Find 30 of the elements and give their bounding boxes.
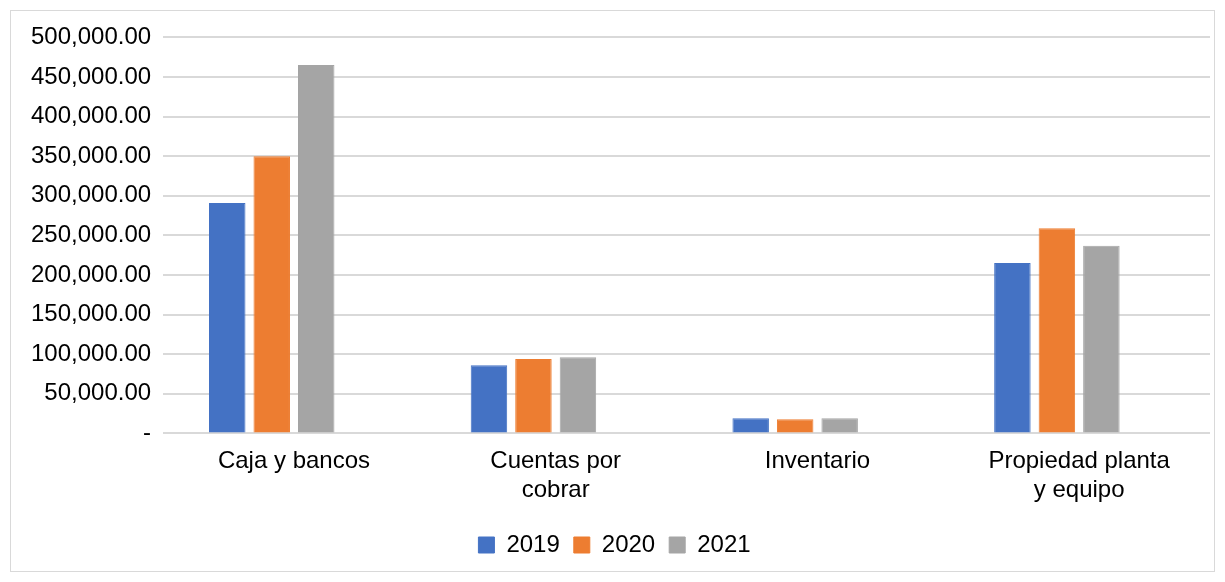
y-tick-label: 150,000.00 bbox=[30, 299, 152, 327]
x-tick-label: Propiedad planta y equipo bbox=[988, 446, 1171, 503]
y-tick-label: 350,000.00 bbox=[30, 140, 152, 168]
bar bbox=[1038, 228, 1076, 433]
x-tick-label: Cuentas por cobrar bbox=[490, 446, 622, 503]
bar bbox=[1083, 245, 1120, 433]
y-tick-label: 250,000.00 bbox=[30, 220, 152, 248]
y-tick-label: 300,000.00 bbox=[30, 180, 152, 208]
legend-label: 2020 bbox=[601, 529, 656, 557]
y-tick-label: 100,000.00 bbox=[30, 338, 152, 366]
bar bbox=[470, 365, 508, 433]
y-tick-label: 500,000.00 bbox=[30, 22, 152, 50]
y-tick-label: 50,000.00 bbox=[44, 378, 152, 406]
y-tick-label: 450,000.00 bbox=[30, 61, 152, 89]
bar bbox=[515, 358, 552, 433]
bar bbox=[253, 156, 290, 433]
bar bbox=[297, 65, 335, 433]
bar bbox=[559, 357, 597, 433]
y-tick-label: 400,000.00 bbox=[30, 101, 152, 129]
bar bbox=[732, 418, 769, 433]
bar bbox=[209, 202, 246, 433]
legend-label: 2021 bbox=[697, 529, 751, 557]
x-tick-label: Caja y bancos bbox=[217, 446, 371, 474]
bar bbox=[994, 263, 1031, 433]
legend-label: 2019 bbox=[506, 529, 560, 557]
y-tick-label: 200,000.00 bbox=[30, 259, 152, 287]
y-tick-label: - bbox=[143, 418, 152, 446]
bar bbox=[821, 418, 858, 433]
x-tick-label: Inventario bbox=[764, 446, 871, 474]
bar bbox=[776, 419, 814, 433]
